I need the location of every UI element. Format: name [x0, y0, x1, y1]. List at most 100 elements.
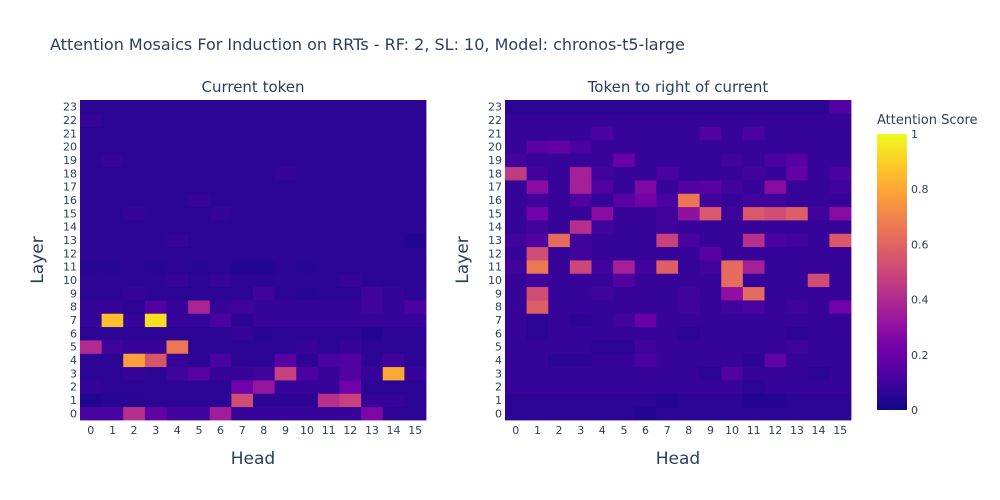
heatmap-cell — [144, 206, 167, 221]
heatmap-cell — [80, 313, 103, 328]
heatmap-cell — [382, 233, 405, 248]
heatmap-cell — [274, 246, 297, 261]
heatmap-cell — [339, 380, 362, 394]
heatmap-cell — [339, 406, 362, 421]
heatmap-cell — [634, 166, 657, 181]
heatmap-cell — [209, 113, 232, 128]
heatmap-cell — [188, 340, 211, 354]
y-tick-label: 22 — [63, 114, 77, 127]
heatmap-cell — [382, 153, 405, 168]
heatmap-cell — [742, 286, 765, 301]
heatmap-cell — [742, 300, 765, 314]
heatmap-cell — [404, 153, 427, 168]
heatmap-cell — [101, 286, 124, 301]
heatmap-cell — [505, 340, 528, 354]
heatmap-cell — [123, 220, 146, 234]
heatmap-cell — [678, 246, 701, 261]
heatmap-cell — [721, 273, 744, 288]
heatmap-cell — [274, 113, 297, 128]
heatmap-cell — [144, 380, 167, 394]
heatmap-cell — [678, 206, 701, 221]
y-tick-label: 20 — [63, 141, 77, 154]
heatmap-cell — [807, 353, 830, 368]
heatmap-cell — [591, 113, 614, 128]
y-tick-label: 10 — [488, 274, 502, 287]
y-tick-label: 17 — [488, 181, 502, 194]
x-tick-label: 6 — [217, 424, 224, 437]
y-tick-label: 11 — [63, 261, 77, 274]
heatmap-cell — [123, 260, 146, 274]
heatmap-cell — [404, 313, 427, 328]
heatmap-cell — [569, 326, 592, 341]
heatmap-cell — [231, 233, 254, 248]
heatmap-cell — [101, 353, 124, 368]
heatmap-cell — [699, 246, 722, 261]
heatmap-cell — [209, 140, 232, 154]
heatmap-cell — [188, 393, 211, 408]
heatmap-cell — [613, 113, 636, 128]
x-tick-label: 2 — [131, 424, 138, 437]
heatmap-cell — [361, 286, 384, 301]
heatmap-cell — [317, 126, 340, 141]
heatmap-cell — [382, 260, 405, 274]
heatmap-cell — [613, 166, 636, 181]
heatmap-cell — [699, 193, 722, 208]
heatmap-cell — [505, 113, 528, 128]
heatmap-cell — [742, 233, 765, 248]
heatmap-cell — [742, 406, 765, 421]
heatmap-cell — [742, 113, 765, 128]
heatmap-cell — [231, 273, 254, 288]
heatmap-cell — [807, 100, 830, 114]
heatmap-cell — [123, 406, 146, 421]
heatmap-cell — [548, 326, 571, 341]
y-tick-label: 6 — [495, 327, 502, 340]
heatmap-cell — [634, 300, 657, 314]
heatmap-cell — [80, 406, 103, 421]
heatmap-cell — [656, 246, 679, 261]
colorbar-gradient — [877, 134, 907, 410]
heatmap-cell — [829, 140, 852, 154]
heatmap-cell — [505, 193, 528, 208]
heatmap-cell — [613, 380, 636, 394]
heatmap-cell — [253, 313, 276, 328]
heatmap-cell — [80, 180, 103, 194]
heatmap-cell — [296, 126, 319, 141]
heatmap-cell — [721, 313, 744, 328]
heatmap-cell — [80, 220, 103, 234]
heatmap-cell — [361, 180, 384, 194]
heatmap-cell — [786, 153, 809, 168]
heatmap-cell — [786, 100, 809, 114]
heatmap-cell — [526, 286, 549, 301]
heatmap-cell — [764, 193, 787, 208]
heatmap-cell — [678, 340, 701, 354]
heatmap-cell — [786, 260, 809, 274]
heatmap-cell — [786, 246, 809, 261]
heatmap-cell — [569, 353, 592, 368]
x-tick-label: 13 — [790, 424, 804, 437]
y-tick-label: 22 — [488, 114, 502, 127]
heatmap-cell — [339, 393, 362, 408]
heatmap-cell — [742, 100, 765, 114]
heatmap-cell — [166, 406, 189, 421]
heatmap-cell — [505, 140, 528, 154]
heatmap-cell — [699, 313, 722, 328]
heatmap-cell — [829, 180, 852, 194]
heatmap-cell — [166, 273, 189, 288]
heatmap-cell — [317, 140, 340, 154]
heatmap-cell — [678, 100, 701, 114]
heatmap-cell — [80, 126, 103, 141]
heatmap-cell — [80, 273, 103, 288]
heatmap-cell — [382, 380, 405, 394]
heatmap-cell — [526, 353, 549, 368]
heatmap-cell — [123, 313, 146, 328]
heatmap-cell — [144, 193, 167, 208]
heatmap-cell — [829, 393, 852, 408]
heatmap-cell — [569, 100, 592, 114]
heatmap-cell — [317, 406, 340, 421]
heatmap-cell — [634, 206, 657, 221]
heatmap-cell — [296, 193, 319, 208]
heatmap-cell — [526, 380, 549, 394]
y-tick-label: 15 — [488, 207, 502, 220]
heatmap-cell — [721, 206, 744, 221]
